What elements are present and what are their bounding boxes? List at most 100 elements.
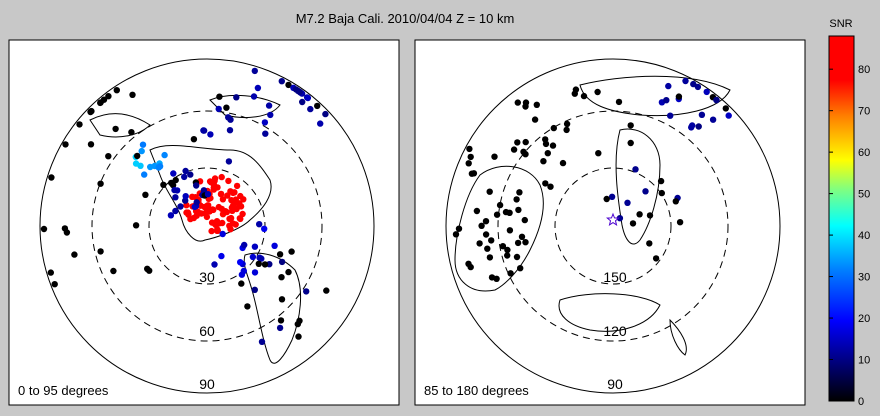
station-point	[285, 81, 292, 89]
station-point	[214, 227, 221, 234]
station-point	[465, 160, 472, 167]
station-point	[209, 206, 216, 213]
station-point	[256, 221, 263, 228]
station-point	[225, 158, 233, 165]
station-point	[624, 199, 631, 206]
station-point	[97, 99, 104, 106]
station-point	[171, 186, 178, 194]
right-ring-label-120: 120	[603, 323, 627, 339]
station-point	[713, 96, 720, 104]
station-point	[172, 176, 179, 184]
station-point	[516, 189, 523, 196]
station-point	[208, 179, 215, 186]
station-point	[265, 102, 273, 109]
station-point	[521, 216, 528, 224]
station-point	[493, 211, 501, 218]
station-point	[226, 127, 234, 134]
station-point	[110, 267, 117, 275]
station-point	[182, 193, 189, 200]
station-point	[314, 102, 321, 110]
station-point	[484, 245, 491, 252]
station-point	[223, 208, 230, 216]
station-point	[227, 116, 234, 123]
station-point	[47, 269, 54, 276]
station-point	[160, 181, 167, 188]
station-point	[491, 153, 498, 160]
station-point	[510, 146, 518, 153]
station-point	[476, 240, 483, 247]
station-point	[211, 261, 218, 268]
colorbar-tick-label: 10	[858, 355, 870, 367]
station-point	[271, 242, 278, 249]
left-panel: 0 to 95 degrees 30 60 90	[8, 39, 400, 406]
station-point	[672, 198, 679, 205]
dashed-range-ring	[91, 110, 323, 342]
station-point	[676, 219, 684, 226]
station-point	[276, 251, 284, 258]
station-point	[540, 158, 547, 165]
station-point	[172, 207, 179, 215]
coastline	[558, 293, 661, 332]
station-point	[105, 153, 112, 160]
station-point	[237, 259, 244, 266]
station-point	[255, 260, 262, 267]
station-point	[190, 136, 198, 143]
station-point	[486, 254, 494, 261]
station-point	[690, 80, 697, 88]
station-point	[278, 258, 286, 266]
station-point	[657, 177, 665, 185]
station-point	[627, 122, 634, 129]
station-point	[208, 227, 215, 235]
station-point	[207, 131, 214, 138]
station-point	[51, 281, 58, 288]
colorbar-tick-label: 30	[858, 272, 870, 284]
station-point	[251, 269, 259, 276]
station-point	[204, 191, 212, 198]
station-point	[506, 209, 513, 216]
right-ring-label-150: 150	[603, 269, 627, 285]
station-point	[250, 93, 258, 100]
station-point	[167, 212, 175, 219]
station-point	[632, 166, 639, 173]
station-point	[63, 229, 71, 236]
station-point	[468, 170, 476, 177]
station-point	[513, 253, 521, 261]
station-point	[506, 227, 514, 234]
station-point	[277, 317, 285, 324]
station-point	[288, 248, 295, 255]
coastline	[669, 318, 687, 356]
station-point	[200, 127, 207, 134]
station-point	[466, 145, 473, 153]
station-point	[146, 267, 153, 274]
coastline	[209, 95, 281, 118]
coastline	[579, 75, 731, 117]
station-point	[218, 252, 225, 260]
station-point	[722, 105, 729, 112]
left-plot-area	[39, 58, 375, 394]
station-point	[642, 188, 649, 195]
station-point	[88, 107, 95, 115]
station-point	[261, 119, 269, 126]
station-point	[725, 112, 732, 119]
station-point	[237, 192, 244, 200]
station-point	[296, 88, 303, 96]
station-point	[262, 130, 269, 137]
station-point	[132, 222, 140, 229]
station-point	[694, 83, 702, 91]
station-point	[550, 124, 557, 132]
station-point	[689, 122, 696, 129]
station-point	[128, 129, 135, 136]
station-point	[304, 94, 312, 102]
left-ring-label-60: 60	[199, 323, 215, 339]
station-point	[547, 183, 554, 190]
station-point	[615, 98, 623, 106]
station-point	[215, 105, 222, 113]
station-point	[665, 82, 672, 90]
colorbar-tick-label: 40	[858, 230, 870, 242]
station-point	[134, 152, 141, 160]
station-point	[141, 171, 148, 178]
station-point	[227, 226, 234, 233]
station-point	[299, 98, 306, 106]
station-point	[261, 225, 268, 232]
station-point	[514, 239, 522, 247]
